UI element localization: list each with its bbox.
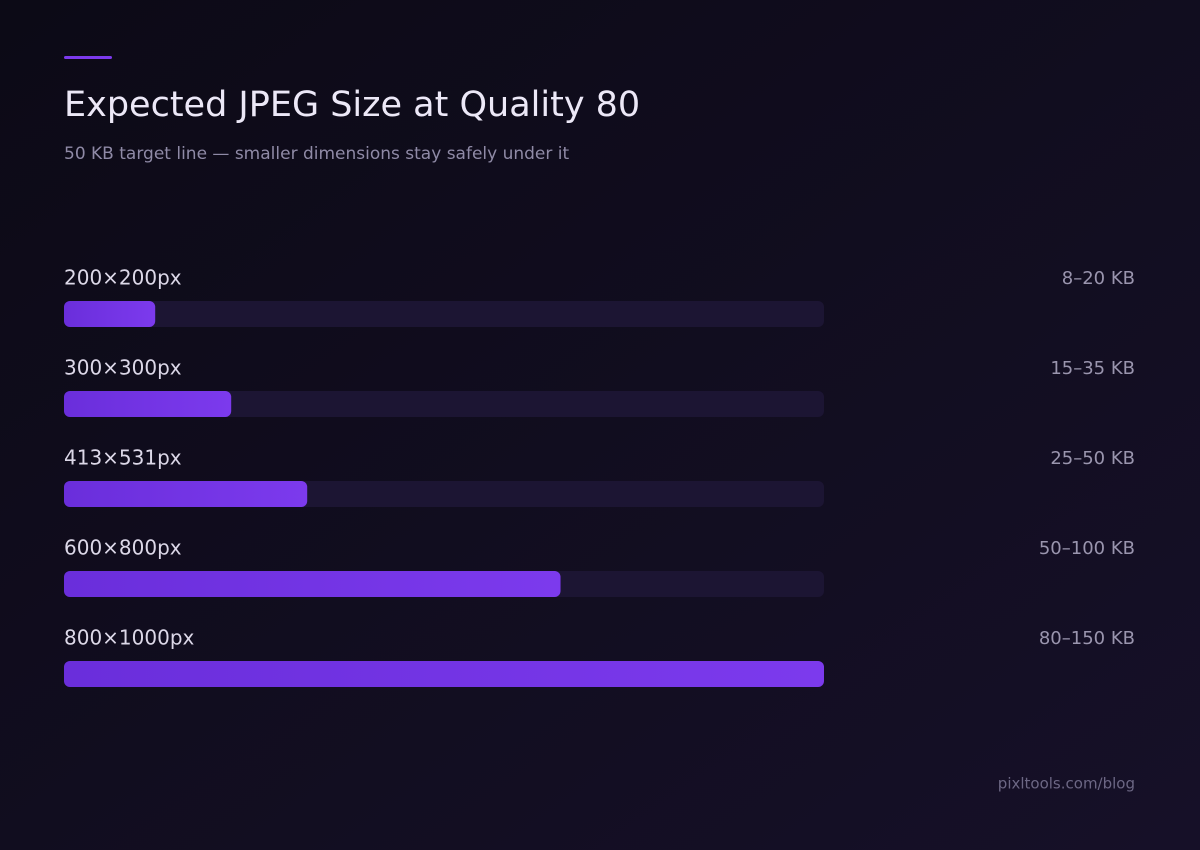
chart-title: Expected JPEG Size at Quality 80: [64, 85, 640, 125]
footer: pixltools.com/blog: [998, 775, 1135, 793]
bar-track: [64, 391, 824, 417]
range-label: 15–35 KB: [1050, 358, 1135, 379]
row-label: 200×200px: [64, 266, 182, 290]
accent-line: [64, 56, 112, 59]
bar-track: [64, 301, 824, 327]
row-label: 800×1000px: [64, 626, 195, 650]
range-label: 50–100 KB: [1039, 538, 1135, 559]
bar: [64, 661, 824, 687]
range-label: 80–150 KB: [1039, 628, 1135, 649]
row-label: 600×800px: [64, 536, 182, 560]
bar: [64, 481, 308, 507]
range-label: 8–20 KB: [1062, 268, 1135, 289]
range-label: 25–50 KB: [1050, 448, 1135, 469]
bar: [64, 391, 232, 417]
row-label: 300×300px: [64, 356, 182, 380]
bar: [64, 571, 561, 597]
row-label: 413×531px: [64, 446, 182, 470]
chart-subtitle: 50 KB target line — smaller dimensions s…: [64, 144, 570, 164]
bar: [64, 301, 156, 327]
